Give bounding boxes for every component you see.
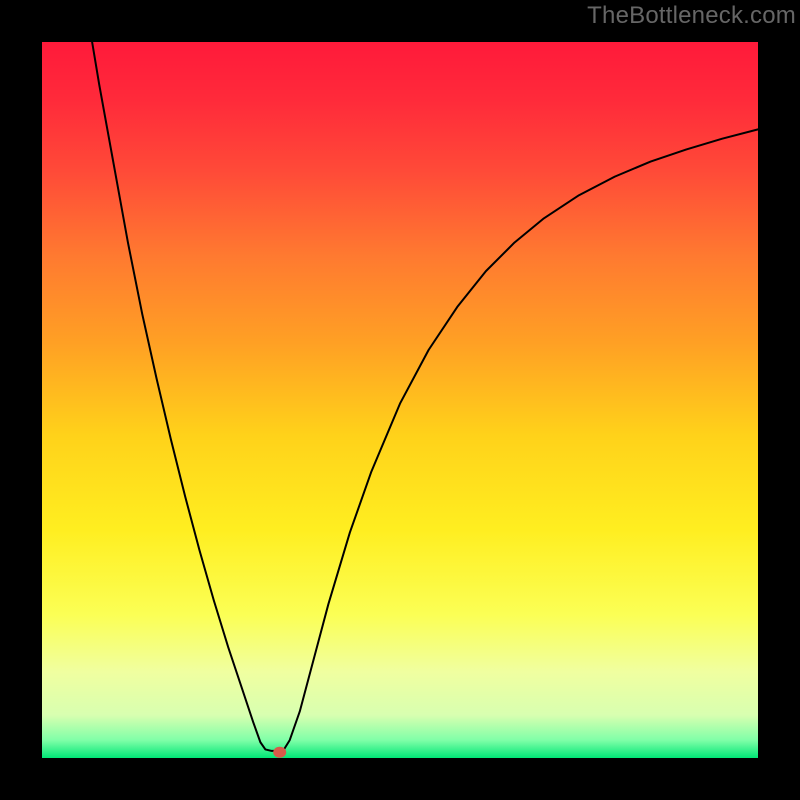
chart-svg [0,0,800,800]
optimum-marker [273,747,286,758]
bottleneck-chart: TheBottleneck.com [0,0,800,800]
watermark-text: TheBottleneck.com [587,2,796,30]
chart-plot-bg [42,42,758,758]
